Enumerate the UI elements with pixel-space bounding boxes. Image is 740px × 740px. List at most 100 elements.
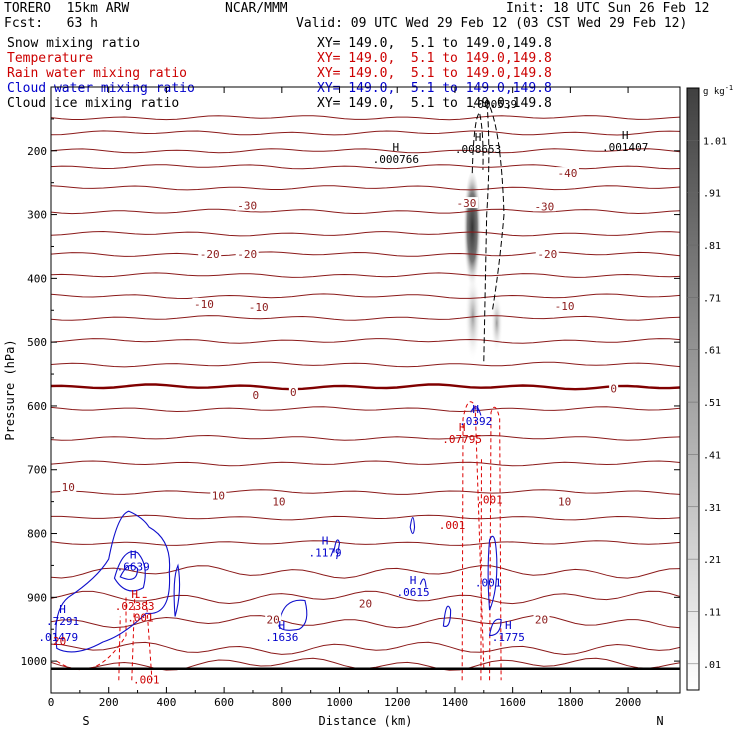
x-tick-label: 800 [272,696,292,709]
field-name-cloud-ice: Cloud ice mixing ratio [7,96,180,111]
cloud-water-contour [119,564,139,580]
temp-label-bg [553,299,577,311]
isotherm-line [51,293,680,300]
extremum-value: .001 [133,674,160,687]
y-tick-label: 900 [27,591,47,604]
temp-label: -20 [537,248,557,261]
temp-label: -20 [237,248,257,261]
field-xy-snow: XY= 149.0, 5.1 to 149.0,149.8 [317,36,552,51]
extremum-marker: H [472,403,479,416]
rain-contour [118,616,121,681]
extremum-marker: H [622,129,629,142]
colorbar-level-label: .71 [703,293,721,304]
extremum-value: .1179 [309,547,342,560]
x-tick-label: 1800 [557,696,584,709]
temp-label: -40 [558,167,578,180]
cloud-water-contour [278,599,308,631]
contour-labels: -40 -30 -30 -30 -20 -20 -20 -10 -10 -10 0 0 0 10 10 10 1… [38,98,648,686]
temp-label: 0 [253,389,260,402]
cloud-water-contour [333,539,341,560]
extremum-value: .000766 [373,153,419,166]
temp-label-bg [535,248,559,260]
colorbar-level-label: .61 [703,346,721,357]
field-xy-cloud-water: XY= 149.0, 5.1 to 149.0,149.8 [317,81,552,96]
cloud-water-contour [442,605,452,628]
extremum-value: 20 [53,635,66,648]
temp-label: 10 [558,496,571,509]
rain-contour [489,406,502,681]
y-axis-title: Pressure (hPa) [3,339,17,440]
temp-label: 20 [359,598,372,611]
temperature-contours [51,115,680,671]
north-label: N [656,714,663,728]
y-tick-label: 300 [27,209,47,222]
extremum-value: .02383 [115,600,155,613]
valid-label: Valid: 09 UTC Wed 29 Feb 12 (03 CST Wed … [296,16,688,31]
isotherm-line [51,514,680,521]
y-tick-label: 800 [27,528,47,541]
extremum-marker: H [505,619,512,632]
y-tick-label: 400 [27,272,47,285]
temp-label: -20 [200,248,220,261]
extremum-marker: H [59,603,66,616]
extremum-value: .6639 [117,561,150,574]
cloud-ice-contour [471,111,484,174]
extremum-marker: H [131,588,138,601]
colorbar-level-label: .11 [703,607,721,618]
temp-label: 10 [272,496,285,509]
temp-label: 10 [212,489,225,502]
isotherm-line [51,185,680,191]
colorbar-level-label: .81 [703,241,721,252]
temp-label-bg [288,385,298,397]
rain-contour [480,456,482,681]
temp-label-bg [454,197,478,209]
cloud-water-contour [488,618,502,637]
isotherm-line [51,148,680,154]
temp-label-bg [235,248,259,260]
isotherm-line [51,460,680,467]
x-tick-label: 1000 [326,696,353,709]
colorbar-level-label: .31 [703,503,721,514]
extremum-value: .001407 [602,141,648,154]
y-tick-label: 200 [27,145,47,158]
isotherm-line [51,540,680,546]
cloud-water-contour [409,517,416,535]
rain-contour [131,596,153,681]
cloud-water-contour [470,406,482,416]
isotherm-line [51,272,680,278]
cloud-ice-contours [471,99,505,362]
temp-label-bg [198,248,222,260]
plot-frame [50,86,681,694]
temp-label-bg [532,200,556,212]
field-name-snow: Snow mixing ratio [7,36,141,51]
colorbar-level-label: .91 [703,189,721,200]
extremum-value: .008653 [455,143,501,156]
x-tick-label: 0 [48,696,55,709]
temp-label: -30 [237,200,257,213]
isotherm-line [51,230,680,237]
extremum-marker: H [392,141,399,154]
isotherm-line [51,338,680,344]
temp-label: 0 [610,383,617,396]
x-tick-label: 1200 [384,696,411,709]
temp-label: 0 [290,386,297,399]
field-name-temperature: Temperature [7,51,94,66]
temp-label-bg [210,489,227,501]
extremum-value: .001 [127,612,154,625]
x-tick-label: 200 [99,696,119,709]
isotherm-line [51,361,680,368]
extremum-value: .001 [439,519,466,532]
extremum-value: .0615 [397,586,430,599]
temp-label: -30 [534,200,554,213]
isotherm-line [51,164,680,170]
isotherm-line [51,208,680,215]
init-label: Init: 18 UTC Sun 26 Feb 12 [506,1,710,16]
temp-label-bg [247,301,271,313]
extremum-value: .0392 [459,415,492,428]
colorbar-level-label: .01 [703,660,721,671]
field-name-cloud-water: Cloud water mixing ratio [7,81,195,96]
temp-label: 10 [62,481,75,494]
isotherm-line [51,590,680,605]
